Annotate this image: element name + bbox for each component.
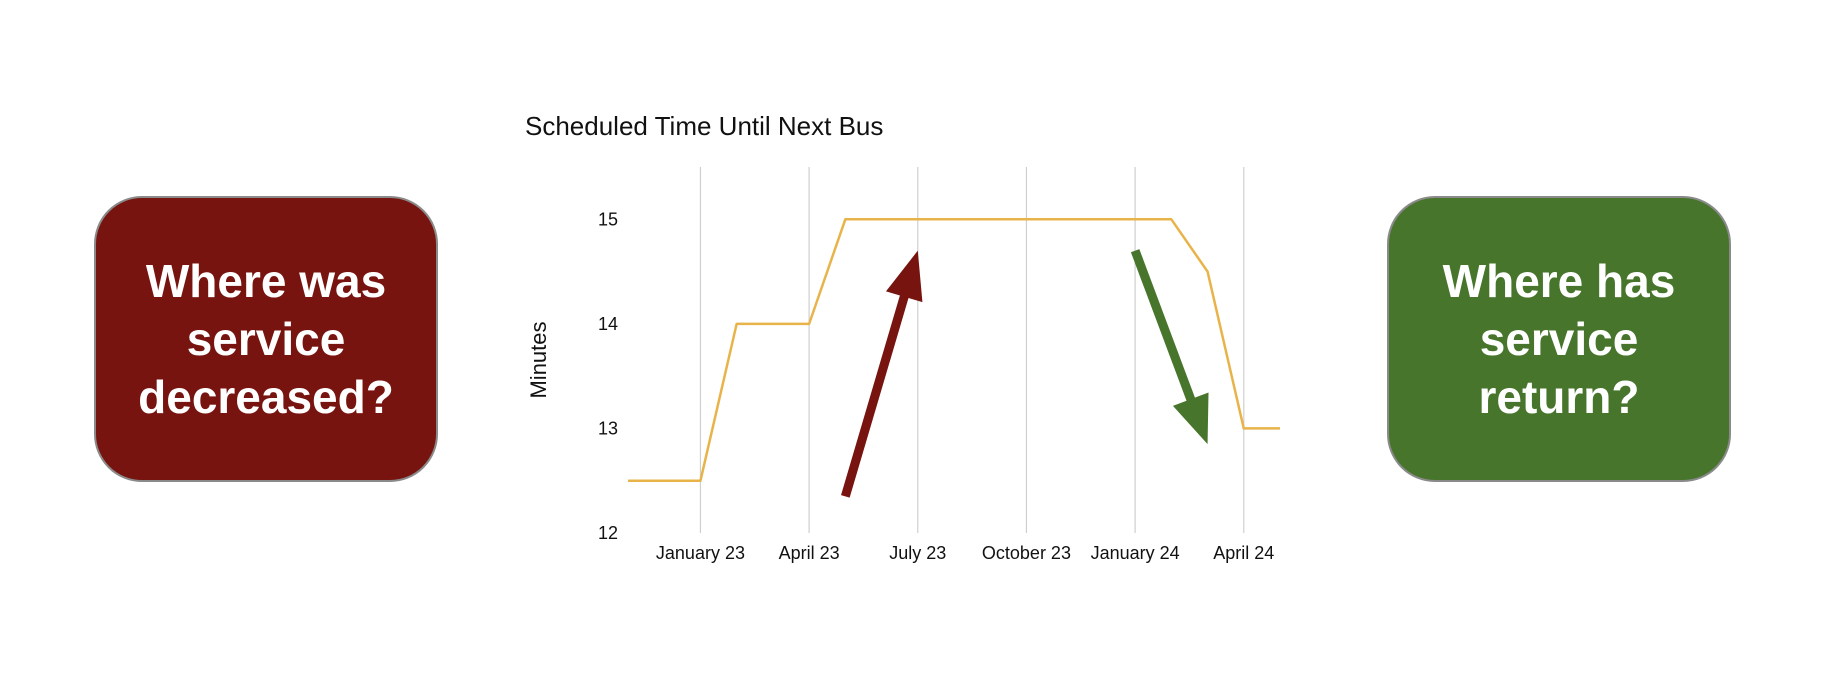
axis-ticks: January 23 April 23 July 23 October 23 Janua… bbox=[598, 209, 1274, 563]
y-tick-label: 12 bbox=[598, 523, 618, 543]
y-tick-label: 14 bbox=[598, 314, 618, 334]
annotation-arrows bbox=[841, 249, 1209, 498]
x-tick-label: January 23 bbox=[656, 543, 745, 563]
arrow-up-head bbox=[885, 250, 923, 303]
series-line bbox=[628, 218, 1280, 482]
decreased-callout-box: Where was service decreased? bbox=[94, 196, 438, 482]
x-tick-label: January 24 bbox=[1091, 543, 1180, 563]
series-lines bbox=[627, 218, 1281, 482]
decreased-callout-text: Where was service decreased? bbox=[138, 255, 394, 423]
returned-callout-box: Where has service return? bbox=[1387, 196, 1731, 482]
x-tick-label: April 24 bbox=[1213, 543, 1274, 563]
y-tick-label: 15 bbox=[598, 209, 618, 229]
grid-lines bbox=[699, 167, 1245, 533]
arrow-down-head bbox=[1172, 392, 1209, 445]
returned-callout-text: Where has service return? bbox=[1442, 255, 1676, 423]
arrow-down-shaft bbox=[1130, 249, 1196, 403]
x-tick-label: July 23 bbox=[889, 543, 946, 563]
x-tick-label: April 23 bbox=[779, 543, 840, 563]
y-axis-label: Minutes bbox=[526, 321, 551, 398]
y-tick-label: 13 bbox=[598, 418, 618, 438]
x-tick-label: October 23 bbox=[982, 543, 1071, 563]
chart-title: Scheduled Time Until Next Bus bbox=[525, 111, 883, 141]
arrow-up-shaft bbox=[841, 293, 910, 498]
